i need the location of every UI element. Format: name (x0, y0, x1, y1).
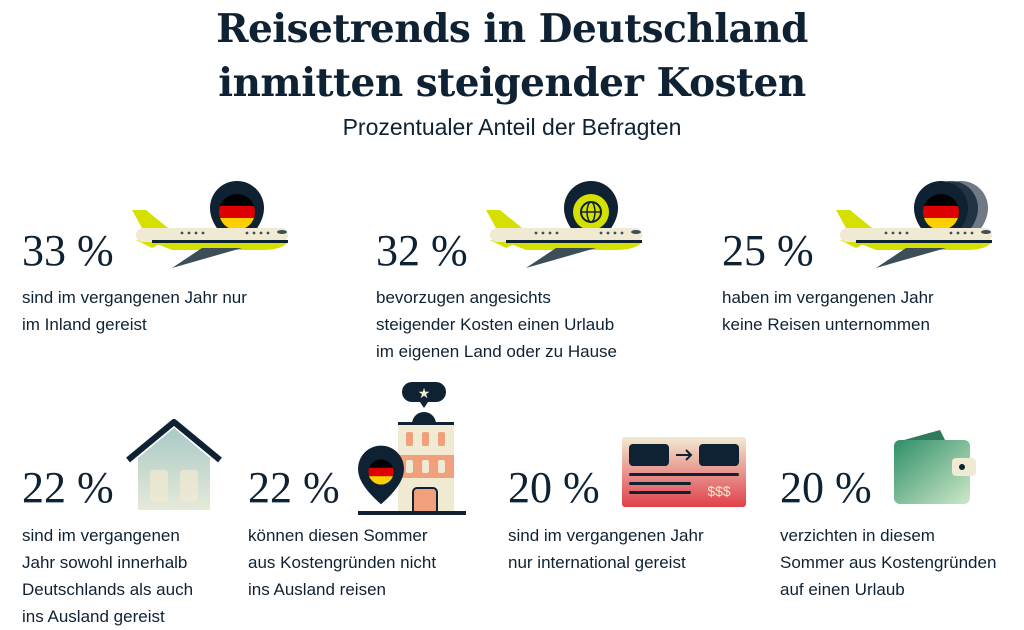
wallet-icon (894, 430, 976, 504)
stat-value: 20 % (508, 463, 600, 512)
stat-value: 32 % (376, 226, 468, 275)
stat-value: 33 % (22, 226, 114, 275)
page-title: Reisetrends in Deutschland inmitten steig… (216, 6, 808, 106)
stat-value: 22 % (248, 463, 340, 512)
stat-description: sind im vergangenen Jahr nur internationa… (508, 526, 704, 572)
stat-description: können diesen Sommer aus Kostengründen ni… (248, 526, 437, 599)
svg-text:★: ★ (418, 385, 431, 401)
stat-value: 22 % (22, 463, 114, 512)
plane-germany-pin-icon (132, 181, 288, 268)
ticket-price: $$$ (707, 483, 731, 499)
stat-description: bevorzugen angesichts steigender Kosten e… (376, 288, 617, 361)
stat-value: 25 % (722, 226, 814, 275)
stat-description: sind im vergangenen Jahr nur im Inland ge… (22, 288, 247, 334)
plane-germany-pins-icon (836, 181, 992, 268)
subtitle: Prozentualer Anteil der Befragten (342, 114, 682, 140)
hotel-germany-pin-icon: ★ (358, 382, 466, 515)
stat-description: sind im vergangenen Jahr sowohl innerhalb… (22, 526, 194, 626)
stat-value: 20 % (780, 463, 872, 512)
stat-description: verzichten in diesem Sommer aus Kostengrü… (780, 526, 997, 599)
plane-globe-pin-icon (486, 181, 642, 268)
stat-description: haben im vergangenen Jahr keine Reisen un… (722, 288, 934, 334)
ticket-icon: $$$ (622, 437, 746, 507)
house-icon (126, 419, 222, 510)
